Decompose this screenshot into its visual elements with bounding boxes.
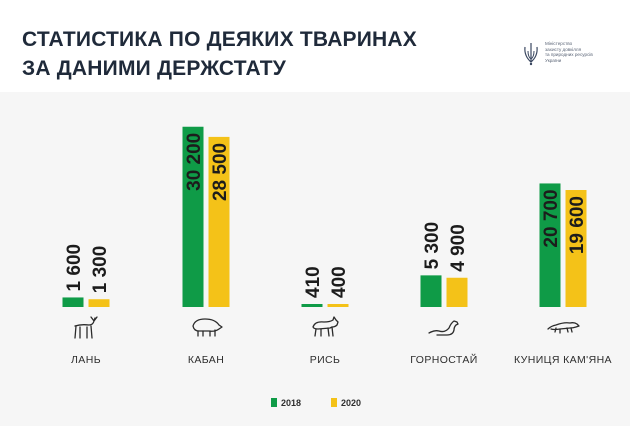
legend-swatch-2020: [331, 398, 337, 407]
legend-swatch-2018: [271, 398, 277, 407]
bar-value-label: 28 500: [210, 143, 231, 201]
marten-icon: [547, 322, 580, 334]
deer-icon: [74, 316, 98, 339]
category-label: ЛАНЬ: [71, 354, 101, 366]
lynx-icon: [312, 316, 339, 337]
category-label: ГОРНОСТАЙ: [410, 353, 477, 366]
trident-emblem-icon: [524, 43, 538, 66]
bar-value-label: 410: [303, 266, 324, 298]
bar-value-label: 19 600: [567, 196, 588, 254]
ministry-logo: Міністерство захисту довкілля та природн…: [521, 40, 621, 70]
ermine-body: [430, 320, 459, 336]
title-line-1: СТАТИСТИКА ПО ДЕЯКИХ ТВАРИНАХ: [22, 28, 417, 51]
ministry-line-1: Міністерство: [545, 41, 573, 46]
deer-legs: [74, 325, 93, 339]
ermine-tail: [428, 331, 432, 334]
bar-2018-4: [539, 183, 561, 307]
bar-value-label: 4 900: [448, 224, 469, 272]
bar-2020-0: [88, 299, 110, 307]
boar-icon: [192, 318, 223, 337]
bar-value-label: 20 700: [541, 189, 562, 247]
ermine-icon: [428, 320, 459, 336]
bar-2018-0: [62, 297, 84, 307]
header: СТАТИСТИКА ПО ДЕЯКИХ ТВАРИНАХ ЗА ДАНИМИ …: [0, 0, 630, 92]
marten-body: [547, 322, 580, 331]
bar-2018-2: [301, 304, 323, 307]
bar-value-label: 1 600: [64, 244, 85, 292]
legend-label-2020: 2020: [341, 398, 361, 408]
legend-label-2018: 2018: [281, 398, 301, 408]
bar-2020-4: [565, 190, 587, 307]
bar-2018-1: [182, 126, 204, 308]
bar-value-label: 30 200: [184, 133, 205, 191]
page-title: СТАТИСТИКА ПО ДЕЯКИХ ТВАРИНАХ ЗА ДАНИМИ …: [22, 25, 417, 83]
bar-2020-2: [327, 304, 349, 307]
boar-legs: [197, 329, 216, 337]
chart-panel: 1 600 1 300 ЛАНЬ 30 200 28 500 КАБАН 410 400 РИС…: [0, 92, 630, 426]
ministry-line-3: та природних ресурсів: [545, 52, 593, 58]
bar-value-label: 400: [329, 266, 350, 298]
category-label: КАБАН: [188, 354, 224, 366]
boar-body: [192, 318, 223, 332]
bar-chart: 1 600 1 300 ЛАНЬ 30 200 28 500 КАБАН 410 400 РИС…: [62, 126, 612, 408]
bar-2020-1: [208, 136, 230, 307]
category-label: РИСЬ: [310, 354, 341, 366]
ministry-line-4: України: [545, 57, 562, 63]
deer-outline: [74, 316, 98, 327]
lynx-legs: [314, 326, 334, 337]
bar-2018-3: [420, 275, 442, 307]
title-line-2: ЗА ДАНИМИ ДЕРЖСТАТУ: [22, 57, 287, 80]
lynx-body: [312, 316, 339, 330]
bar-value-label: 5 300: [422, 222, 443, 270]
category-label: КУНИЦЯ КАМ'ЯНА: [514, 354, 612, 366]
legend: 2018 2020: [271, 398, 361, 408]
bar-2020-3: [446, 277, 468, 307]
bar-value-label: 1 300: [90, 246, 111, 294]
marten-legs: [554, 327, 573, 334]
ministry-name: Міністерство захисту довкілля та природн…: [545, 41, 621, 63]
ministry-line-2: захисту довкілля: [545, 46, 582, 52]
